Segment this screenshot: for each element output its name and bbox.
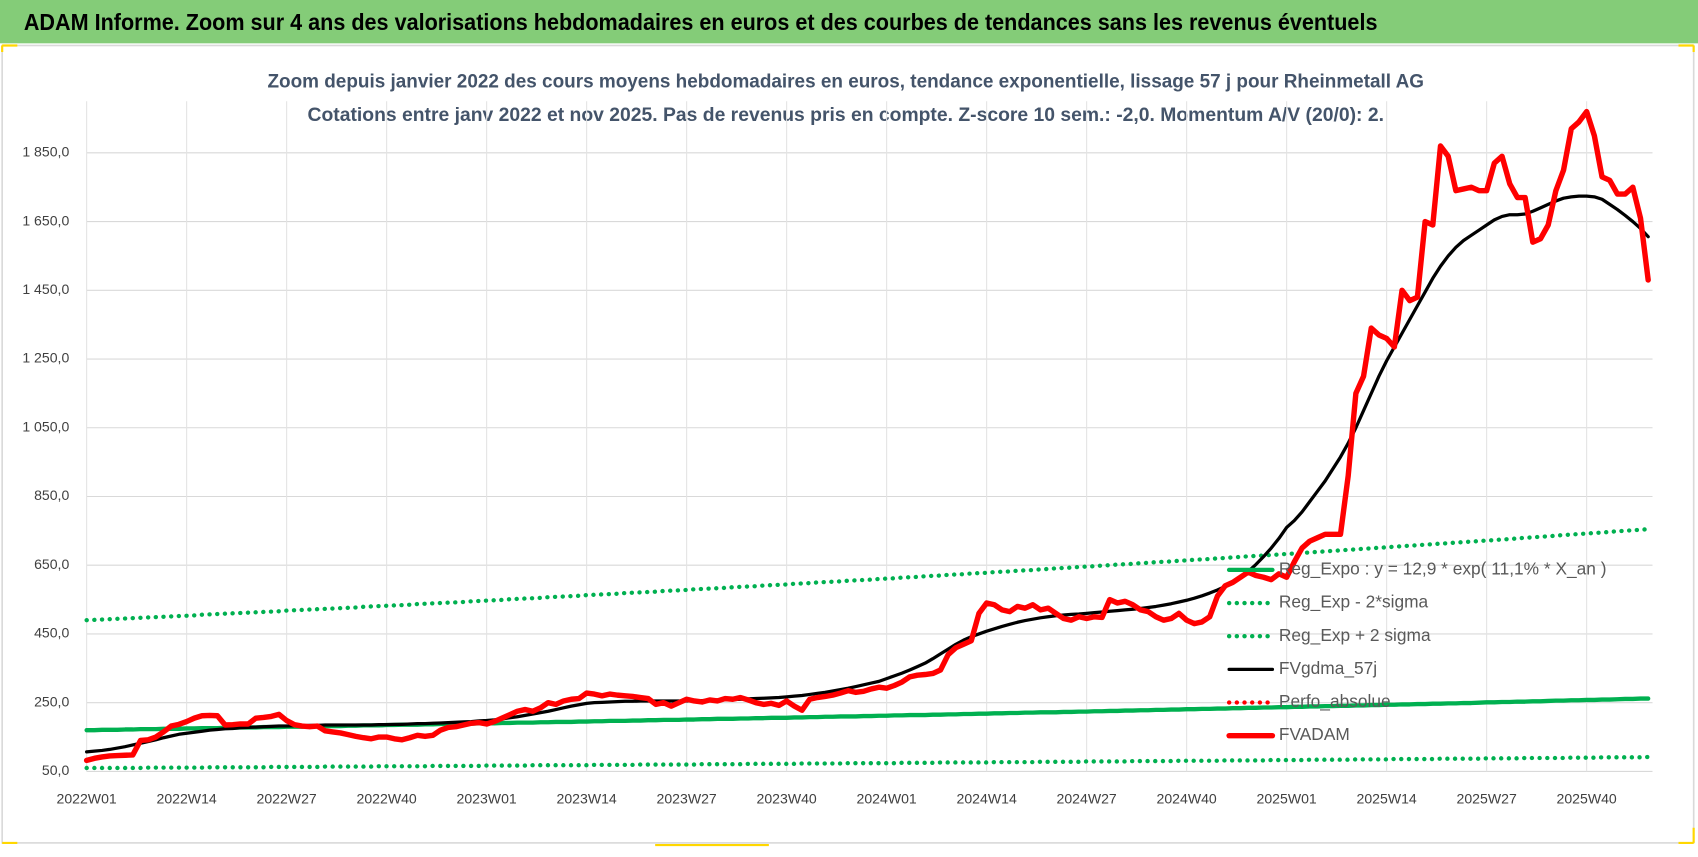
y-tick-label: 250,0: [34, 693, 69, 709]
chart-subtitle: Cotations entre janv 2022 et nov 2025. P…: [308, 104, 1384, 126]
series-line: [85, 194, 1650, 754]
x-tick-label: 2023W14: [557, 790, 617, 806]
chart-frame: [1, 44, 1695, 844]
y-tick-label: 1 050,0: [22, 418, 69, 434]
y-tick-label: 1 450,0: [22, 281, 69, 297]
legend-label: Reg_Exp - 2*sigma: [1279, 592, 1429, 612]
legend-label: Perfo_absolue: [1279, 691, 1391, 711]
x-tick-label: 2024W01: [857, 790, 917, 806]
legend-label: FVgdma_57j: [1279, 658, 1377, 678]
banner-bar: [0, 0, 1698, 44]
x-tick-label: 2022W40: [357, 790, 417, 806]
legend-label: Reg_Exp + 2 sigma: [1279, 625, 1431, 645]
x-tick-label: 2025W01: [1257, 790, 1317, 806]
x-tick-label: 2022W01: [57, 790, 117, 806]
x-tick-label: 2025W40: [1557, 790, 1617, 806]
legend-label: FVADAM: [1279, 724, 1350, 744]
y-tick-label: 1 850,0: [22, 144, 69, 160]
plot: [83, 108, 1651, 771]
banner-title: ADAM Informe. Zoom sur 4 ans des valoris…: [24, 9, 1378, 35]
x-tick-label: 2022W14: [157, 790, 217, 806]
x-tick-label: 2025W14: [1357, 790, 1417, 806]
x-tick-label: 2024W14: [957, 790, 1017, 806]
x-tick-label: 2024W40: [1157, 790, 1217, 806]
x-tick-label: 2023W01: [457, 790, 517, 806]
y-tick-label: 50,0: [42, 762, 70, 778]
series-line: [83, 108, 1651, 764]
x-tick-label: 2024W27: [1057, 790, 1117, 806]
x-tick-label: 2025W27: [1457, 790, 1517, 806]
y-tick-label: 650,0: [34, 556, 69, 572]
legend: Reg_Expo : y = 12,9 * exp( 11,1% * X_an …: [1226, 558, 1607, 744]
y-tick-label: 1 250,0: [22, 350, 69, 366]
y-tick-label: 1 650,0: [22, 212, 69, 228]
legend-label: Reg_Expo : y = 12,9 * exp( 11,1% * X_an …: [1279, 558, 1607, 578]
y-tick-label: 450,0: [34, 625, 69, 641]
x-tick-label: 2023W27: [657, 790, 717, 806]
chart-title: Zoom depuis janvier 2022 des cours moyen…: [267, 70, 1424, 92]
x-tick-label: 2022W27: [257, 790, 317, 806]
series-line: [84, 526, 1651, 623]
series-line: [84, 754, 1651, 771]
y-tick-label: 850,0: [34, 487, 69, 503]
frame-handles: [1, 44, 1695, 847]
x-tick-label: 2023W40: [757, 790, 817, 806]
